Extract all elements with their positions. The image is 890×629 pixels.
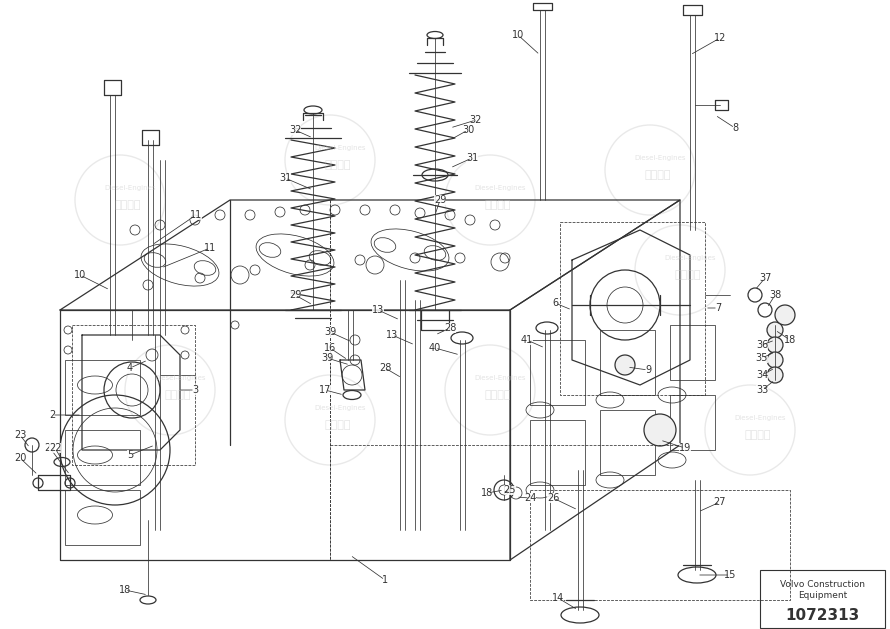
Text: 10: 10 xyxy=(512,30,524,40)
Text: 20: 20 xyxy=(14,453,26,463)
Bar xyxy=(65,490,140,545)
Text: 29: 29 xyxy=(289,290,301,300)
Text: 8: 8 xyxy=(732,123,738,133)
Text: 紫发动力: 紫发动力 xyxy=(115,200,142,210)
Text: 紫发动力: 紫发动力 xyxy=(675,270,701,280)
Text: 紫发动力: 紫发动力 xyxy=(165,390,191,400)
Text: 32: 32 xyxy=(470,115,482,125)
Text: Volvo Construction
Equipment: Volvo Construction Equipment xyxy=(780,579,865,601)
Text: 19: 19 xyxy=(679,443,692,453)
Text: 33: 33 xyxy=(756,385,768,395)
Circle shape xyxy=(615,355,635,375)
Text: 18: 18 xyxy=(119,585,131,595)
Text: 1072313: 1072313 xyxy=(785,608,860,623)
Text: 紫发动力: 紫发动力 xyxy=(485,200,511,210)
Text: 14: 14 xyxy=(552,593,564,603)
Bar xyxy=(65,360,140,415)
Text: Diesel-Engines: Diesel-Engines xyxy=(734,415,786,421)
Text: Diesel-Engines: Diesel-Engines xyxy=(664,255,716,261)
Text: 紫发动力: 紫发动力 xyxy=(644,170,671,180)
Text: 7: 7 xyxy=(715,303,721,313)
Text: 17: 17 xyxy=(319,385,331,395)
Text: 13: 13 xyxy=(386,330,398,340)
Bar xyxy=(670,395,715,450)
Text: Diesel-Engines: Diesel-Engines xyxy=(104,185,156,191)
Text: 紫发动力: 紫发动力 xyxy=(325,160,352,170)
Bar xyxy=(530,420,585,485)
Bar xyxy=(600,330,655,395)
Text: 23: 23 xyxy=(14,430,26,440)
Text: 11: 11 xyxy=(190,210,202,220)
Text: 紫发动力: 紫发动力 xyxy=(745,430,772,440)
Text: Diesel-Engines: Diesel-Engines xyxy=(154,375,206,381)
Text: Diesel-Engines: Diesel-Engines xyxy=(314,405,366,411)
Text: 37: 37 xyxy=(759,273,772,283)
Text: 1: 1 xyxy=(382,575,388,585)
Circle shape xyxy=(767,337,783,353)
Text: 30: 30 xyxy=(462,125,474,135)
Text: 26: 26 xyxy=(546,493,559,503)
Text: 29: 29 xyxy=(433,195,446,205)
Text: 15: 15 xyxy=(724,570,736,580)
Text: Diesel-Engines: Diesel-Engines xyxy=(474,375,526,381)
Text: 31: 31 xyxy=(465,153,478,163)
Text: 25: 25 xyxy=(504,485,516,495)
Text: 紫发动力: 紫发动力 xyxy=(485,390,511,400)
Bar xyxy=(65,430,140,485)
Circle shape xyxy=(767,367,783,383)
Bar xyxy=(670,325,715,380)
Text: 紫发动力: 紫发动力 xyxy=(325,420,352,430)
Text: 36: 36 xyxy=(756,340,768,350)
Text: 10: 10 xyxy=(74,270,86,280)
Text: Diesel-Engines: Diesel-Engines xyxy=(314,145,366,151)
Circle shape xyxy=(775,305,795,325)
Text: 34: 34 xyxy=(756,370,768,380)
Text: 11: 11 xyxy=(204,243,216,253)
Text: Diesel-Engines: Diesel-Engines xyxy=(474,185,526,191)
Text: 41: 41 xyxy=(521,335,533,345)
Text: 12: 12 xyxy=(714,33,726,43)
Text: 3: 3 xyxy=(192,385,198,395)
Text: 32: 32 xyxy=(289,125,301,135)
Text: 22: 22 xyxy=(49,443,61,453)
Text: 6: 6 xyxy=(552,298,558,308)
Text: 39: 39 xyxy=(321,353,333,363)
Circle shape xyxy=(767,352,783,368)
Text: 27: 27 xyxy=(714,497,726,507)
Text: 2: 2 xyxy=(49,410,55,420)
Bar xyxy=(760,570,885,628)
Text: 35: 35 xyxy=(756,353,768,363)
Circle shape xyxy=(644,414,676,446)
Text: 5: 5 xyxy=(127,450,134,460)
Text: 38: 38 xyxy=(769,290,781,300)
Text: 4: 4 xyxy=(127,363,134,373)
Text: 24: 24 xyxy=(524,493,536,503)
Text: 9: 9 xyxy=(645,365,651,375)
Text: 21: 21 xyxy=(44,443,56,453)
Text: 31: 31 xyxy=(279,173,291,183)
Text: 18: 18 xyxy=(481,488,493,498)
Text: 13: 13 xyxy=(372,305,384,315)
Bar xyxy=(600,410,655,475)
Text: 16: 16 xyxy=(324,343,336,353)
Text: 28: 28 xyxy=(444,323,457,333)
Circle shape xyxy=(767,322,783,338)
Text: Diesel-Engines: Diesel-Engines xyxy=(635,155,686,161)
Text: 28: 28 xyxy=(379,363,392,373)
Text: 39: 39 xyxy=(324,327,336,337)
Bar xyxy=(530,340,585,405)
Text: 18: 18 xyxy=(784,335,797,345)
Text: 40: 40 xyxy=(429,343,441,353)
